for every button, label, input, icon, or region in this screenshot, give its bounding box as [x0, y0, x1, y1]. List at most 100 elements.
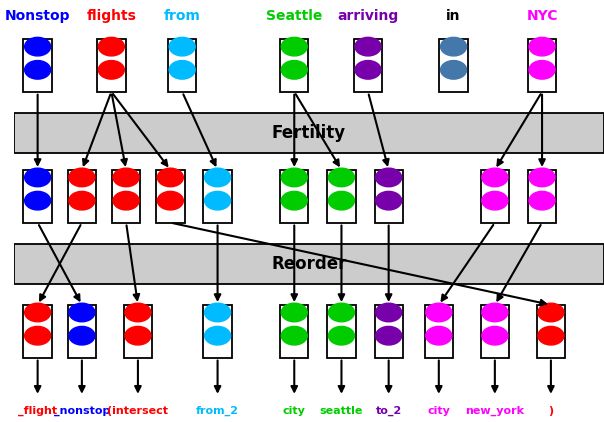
Circle shape — [529, 38, 555, 56]
Text: city: city — [428, 406, 450, 416]
Bar — [97, 39, 126, 92]
Circle shape — [538, 303, 564, 322]
Bar — [14, 113, 604, 153]
Text: Seattle: Seattle — [266, 9, 323, 23]
Circle shape — [355, 60, 381, 79]
Text: to_2: to_2 — [376, 406, 402, 416]
Circle shape — [69, 303, 95, 322]
Circle shape — [98, 60, 124, 79]
Text: flights: flights — [86, 9, 137, 23]
Bar — [204, 170, 232, 223]
Bar — [24, 39, 52, 92]
Bar — [481, 170, 509, 223]
Circle shape — [482, 327, 508, 345]
Circle shape — [281, 60, 307, 79]
Circle shape — [538, 327, 564, 345]
Bar — [528, 39, 556, 92]
Circle shape — [25, 168, 51, 187]
Circle shape — [329, 192, 355, 210]
Circle shape — [205, 303, 231, 322]
Circle shape — [376, 168, 402, 187]
Circle shape — [426, 303, 452, 322]
Text: (intersect: (intersect — [108, 406, 169, 416]
Bar — [24, 305, 52, 358]
Circle shape — [529, 168, 555, 187]
Circle shape — [69, 192, 95, 210]
Bar — [327, 170, 356, 223]
Circle shape — [440, 38, 466, 56]
Circle shape — [426, 327, 452, 345]
Bar — [68, 170, 96, 223]
Bar — [124, 305, 152, 358]
Circle shape — [281, 327, 307, 345]
Circle shape — [440, 60, 466, 79]
Bar — [439, 39, 467, 92]
Bar — [280, 170, 309, 223]
Text: _nonstop: _nonstop — [54, 406, 110, 416]
Circle shape — [329, 168, 355, 187]
Text: from_2: from_2 — [196, 406, 239, 416]
Bar — [168, 39, 196, 92]
Text: new_york: new_york — [465, 406, 524, 416]
Circle shape — [158, 168, 184, 187]
Bar — [156, 170, 185, 223]
Bar — [481, 305, 509, 358]
Circle shape — [169, 38, 195, 56]
Circle shape — [205, 192, 231, 210]
Bar — [374, 170, 403, 223]
Bar — [354, 39, 382, 92]
Circle shape — [125, 303, 151, 322]
Circle shape — [281, 303, 307, 322]
Bar — [24, 170, 52, 223]
Text: _flight: _flight — [18, 406, 57, 416]
Circle shape — [98, 38, 124, 56]
Circle shape — [281, 192, 307, 210]
Text: arriving: arriving — [338, 9, 399, 23]
Text: seattle: seattle — [320, 406, 363, 416]
Circle shape — [376, 303, 402, 322]
Text: NYC: NYC — [526, 9, 558, 23]
Bar — [280, 39, 309, 92]
Text: from: from — [164, 9, 201, 23]
Circle shape — [205, 168, 231, 187]
Circle shape — [69, 327, 95, 345]
Circle shape — [376, 327, 402, 345]
Bar — [425, 305, 453, 358]
Circle shape — [158, 192, 184, 210]
Text: Fertility: Fertility — [272, 124, 346, 142]
Circle shape — [25, 327, 51, 345]
Text: Nonstop: Nonstop — [5, 9, 71, 23]
Circle shape — [482, 303, 508, 322]
Text: ): ) — [548, 406, 553, 416]
Circle shape — [25, 192, 51, 210]
Circle shape — [355, 38, 381, 56]
Circle shape — [125, 327, 151, 345]
Circle shape — [113, 192, 139, 210]
Circle shape — [529, 60, 555, 79]
Bar — [204, 305, 232, 358]
Circle shape — [113, 168, 139, 187]
Circle shape — [376, 192, 402, 210]
Circle shape — [25, 60, 51, 79]
Circle shape — [205, 327, 231, 345]
Circle shape — [281, 168, 307, 187]
Circle shape — [329, 303, 355, 322]
Bar — [327, 305, 356, 358]
Circle shape — [329, 327, 355, 345]
Circle shape — [482, 192, 508, 210]
Bar — [14, 244, 604, 284]
Circle shape — [169, 60, 195, 79]
Bar — [280, 305, 309, 358]
Circle shape — [482, 168, 508, 187]
Circle shape — [529, 192, 555, 210]
Bar — [112, 170, 140, 223]
Circle shape — [25, 303, 51, 322]
Text: Reorder: Reorder — [271, 255, 347, 273]
Bar — [537, 305, 565, 358]
Text: city: city — [283, 406, 306, 416]
Bar — [528, 170, 556, 223]
Bar — [68, 305, 96, 358]
Circle shape — [69, 168, 95, 187]
Circle shape — [25, 38, 51, 56]
Circle shape — [281, 38, 307, 56]
